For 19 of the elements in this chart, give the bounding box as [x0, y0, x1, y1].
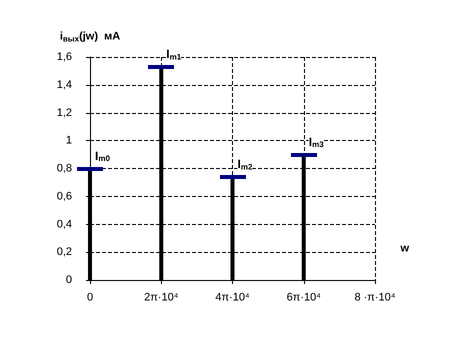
- x-tick-label: 0: [86, 292, 94, 304]
- annotation: Im0: [95, 148, 110, 163]
- annotation: Im1: [166, 47, 182, 62]
- x-tick-label: 6π·10⁴: [286, 292, 322, 304]
- x-axis-title: w: [399, 242, 410, 254]
- y-tick-label: 0,2: [56, 246, 72, 258]
- y-tick-label: 1,2: [56, 106, 72, 119]
- y-tick-label: 1: [66, 134, 72, 147]
- x-tick-label: 2π·10⁴: [144, 292, 179, 304]
- y-tick-label: 0,8: [56, 162, 72, 174]
- x-tick-label: 4π·10⁴: [215, 292, 250, 304]
- y-tick-label: 0: [66, 274, 72, 286]
- y-tick-label: 0,6: [56, 190, 72, 202]
- y-tick-label: 1,4: [56, 78, 72, 91]
- x-tick-label: 8 ·π·10⁴: [354, 292, 396, 304]
- annotation: Im2: [238, 157, 253, 172]
- annotation: Im3: [308, 134, 324, 150]
- y-tick-label: 0,4: [56, 218, 72, 230]
- y-tick-label: 1,6: [56, 51, 72, 63]
